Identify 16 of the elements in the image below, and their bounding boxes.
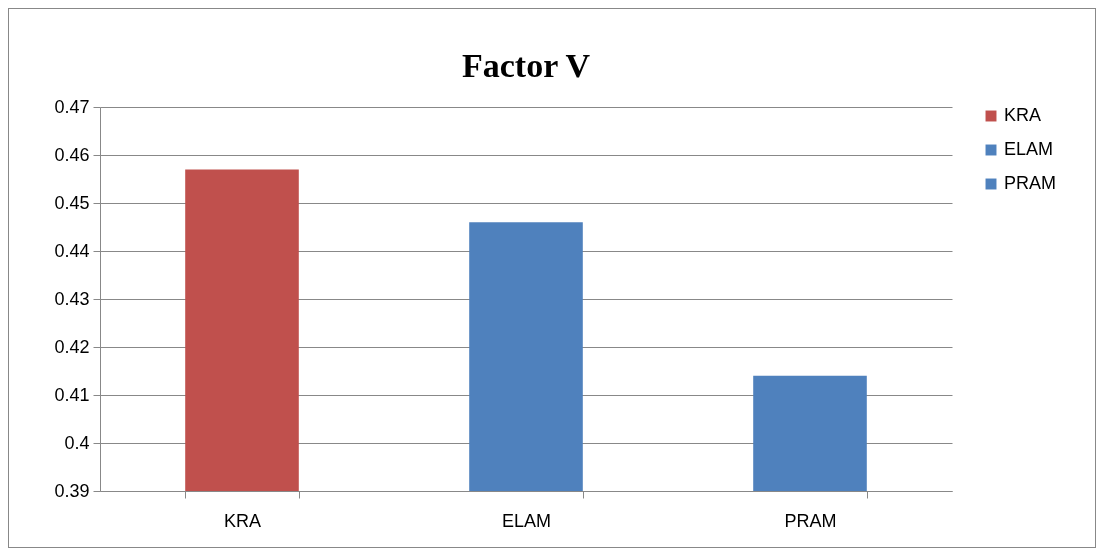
legend-label: ELAM (1004, 139, 1054, 159)
y-tick-label: 0.46 (54, 144, 90, 165)
x-tick-label: KRA (223, 510, 262, 531)
y-tick-label: 0.43 (54, 288, 90, 309)
legend-label: KRA (1004, 105, 1042, 125)
y-tick-label: 0.42 (54, 336, 90, 357)
x-tick-label: ELAM (501, 510, 552, 531)
x-tick-label: PRAM (784, 510, 837, 531)
legend-label: PRAM (1004, 173, 1057, 193)
y-tick-label: 0.44 (54, 240, 90, 261)
y-tick-label: 0.4 (64, 432, 90, 453)
y-tick-label: 0.41 (54, 384, 90, 405)
y-tick-label: 0.45 (54, 192, 90, 213)
chart-title: Factor V (461, 47, 591, 84)
y-tick-label: 0.39 (54, 480, 90, 501)
y-tick-label: 0.47 (54, 96, 90, 117)
